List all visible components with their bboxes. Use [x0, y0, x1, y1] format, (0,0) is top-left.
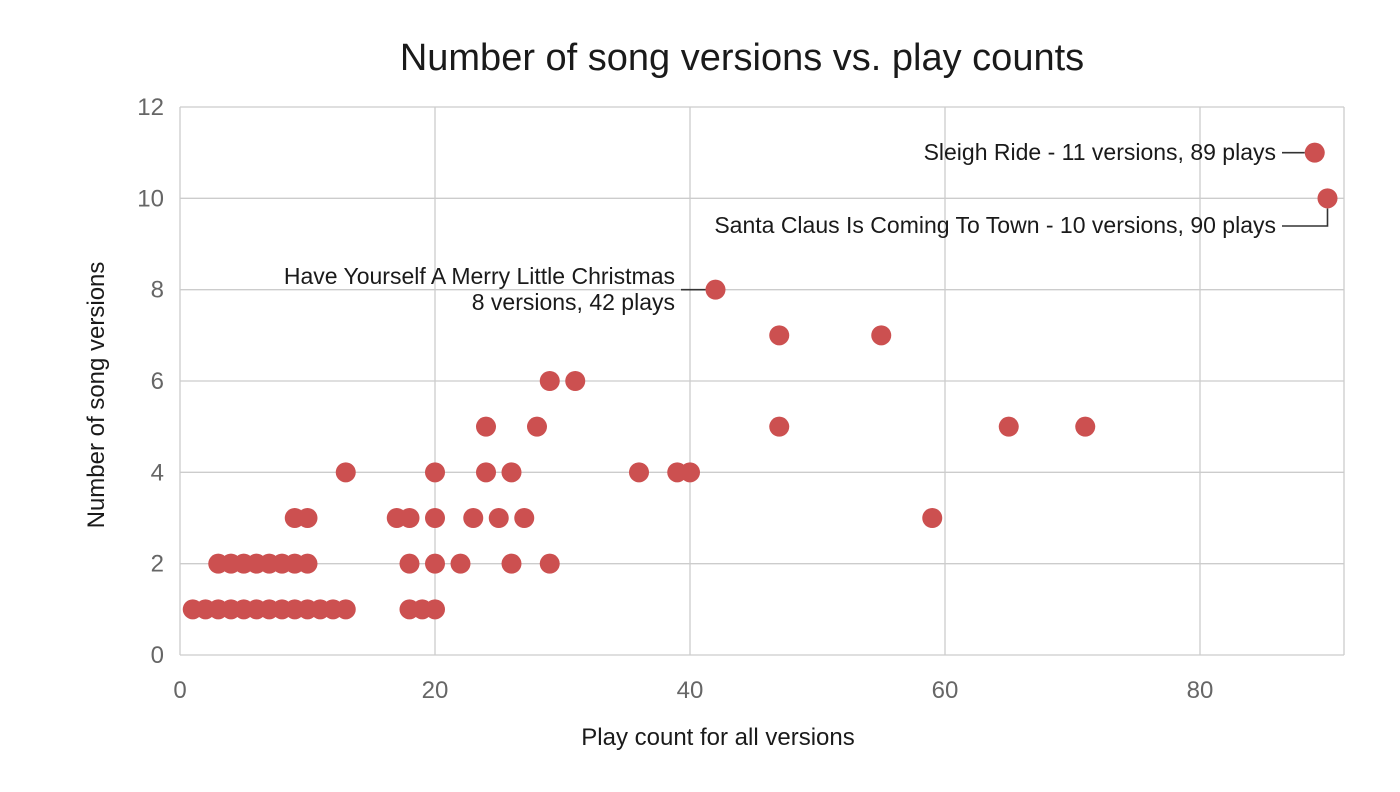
- data-point: [425, 553, 445, 574]
- axis-ticks: 0 2 4 6 8 10 12 0 20 40 60 80: [137, 94, 1213, 704]
- annotation-label: 8 versions, 42 plays: [472, 289, 675, 315]
- data-point: [565, 371, 586, 391]
- data-point: [450, 553, 471, 574]
- data-point: [705, 279, 726, 300]
- x-tick-label: 40: [677, 677, 704, 704]
- x-tick-label: 20: [422, 677, 449, 704]
- y-axis-label: Number of song versions: [83, 262, 110, 529]
- data-point: [1075, 416, 1096, 437]
- data-point: [297, 508, 318, 528]
- data-point: [539, 371, 560, 391]
- y-tick-label: 8: [151, 277, 164, 304]
- annotations: Sleigh Ride - 11 versions, 89 plays Santa…: [284, 139, 1276, 315]
- data-point: [335, 599, 356, 620]
- y-tick-label: 12: [137, 94, 164, 121]
- data-point: [425, 462, 445, 483]
- data-point: [425, 508, 445, 528]
- data-point: [297, 553, 318, 574]
- data-point: [680, 462, 700, 483]
- data-point: [629, 462, 649, 483]
- annotation-label: Santa Claus Is Coming To Town - 10 versi…: [714, 212, 1276, 238]
- data-point: [476, 416, 496, 437]
- x-tick-label: 0: [173, 677, 186, 704]
- data-point: [769, 325, 790, 346]
- data-point: [922, 508, 943, 528]
- data-point: [488, 508, 509, 528]
- data-point: [514, 508, 535, 528]
- data-point: [463, 508, 484, 528]
- data-point: [399, 508, 420, 528]
- y-tick-label: 10: [137, 185, 164, 212]
- annotation-leader-line: [1282, 208, 1329, 227]
- x-axis-label: Play count for all versions: [581, 724, 854, 751]
- data-point: [501, 462, 522, 483]
- grid-lines: [179, 106, 1345, 656]
- y-tick-label: 4: [151, 459, 164, 486]
- data-point: [527, 416, 547, 437]
- data-point: [335, 462, 356, 483]
- y-tick-label: 2: [151, 551, 164, 578]
- data-point: [998, 416, 1019, 437]
- data-point: [1317, 188, 1338, 209]
- annotation-label: Sleigh Ride - 11 versions, 89 plays: [924, 139, 1276, 165]
- y-tick-label: 0: [151, 642, 164, 669]
- data-point: [871, 325, 892, 346]
- data-point: [769, 416, 790, 437]
- data-point: [476, 462, 496, 483]
- data-points: [182, 142, 1338, 620]
- y-tick-label: 6: [151, 368, 164, 395]
- x-tick-label: 80: [1187, 677, 1214, 704]
- annotation-leaders: [681, 151, 1329, 291]
- data-point: [399, 553, 420, 574]
- data-point: [425, 599, 445, 620]
- data-point: [501, 553, 522, 574]
- data-point: [539, 553, 560, 574]
- chart-title: Number of song versions vs. play counts: [400, 37, 1084, 79]
- data-point: [1304, 142, 1325, 163]
- annotation-label: Have Yourself A Merry Little Christmas: [284, 263, 675, 289]
- x-tick-label: 60: [932, 677, 959, 704]
